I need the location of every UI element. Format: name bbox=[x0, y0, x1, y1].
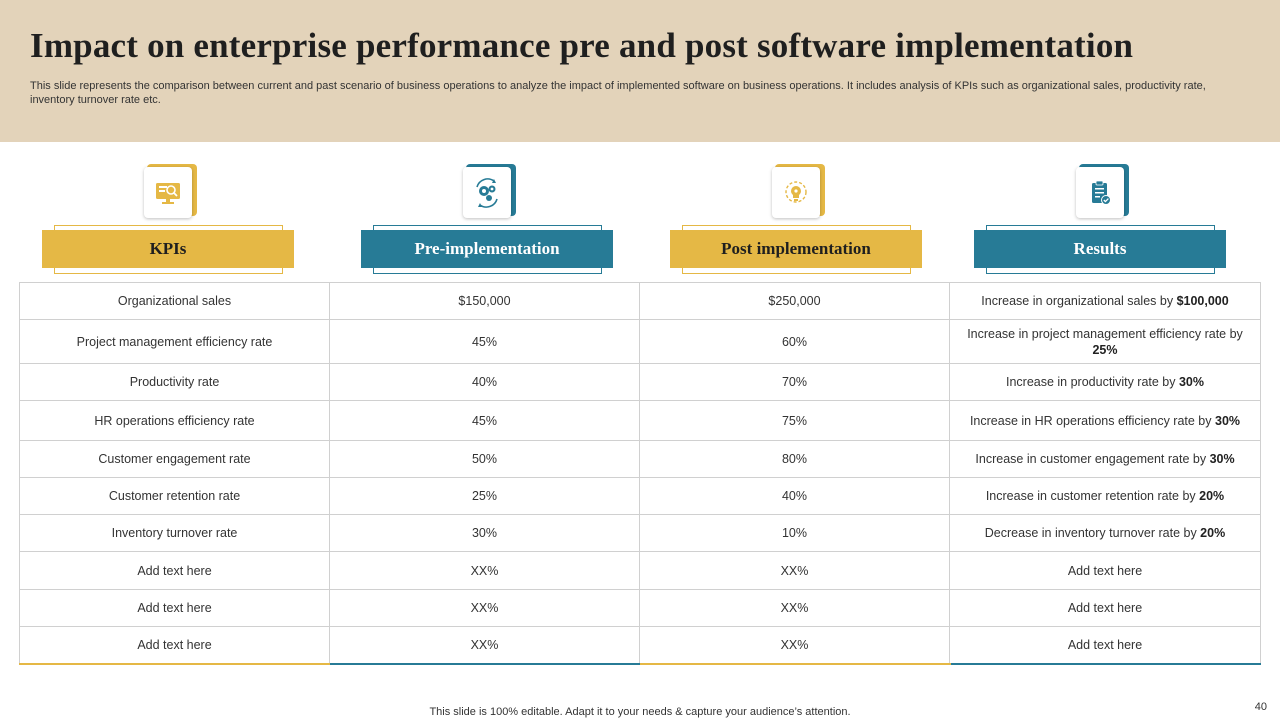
result-cell: Increase in HR operations efficiency rat… bbox=[969, 413, 1241, 428]
pre-cell: 45% bbox=[330, 401, 640, 440]
pre-cell: 40% bbox=[330, 364, 640, 400]
kpi-cell: Customer engagement rate bbox=[20, 441, 330, 477]
head-idea-icon bbox=[772, 164, 825, 218]
table-row: Add text here XX% XX% Add text here bbox=[20, 552, 1260, 590]
gears-refresh-icon bbox=[463, 164, 516, 218]
pre-bottom-accent bbox=[329, 663, 640, 665]
kpi-cell: Add text here bbox=[20, 590, 330, 626]
post-cell: 70% bbox=[640, 364, 950, 400]
table-row: Add text here XX% XX% Add text here bbox=[20, 627, 1260, 663]
result-cell: Increase in project management efficienc… bbox=[967, 326, 1243, 357]
kpi-cell: Add text here bbox=[20, 552, 330, 589]
column-label-results: Results bbox=[974, 230, 1226, 268]
result-cell: Add text here bbox=[1067, 638, 1143, 652]
column-label-pre-implementation: Pre-implementation bbox=[361, 230, 613, 268]
pre-cell: 50% bbox=[330, 441, 640, 477]
kpi-cell: Inventory turnover rate bbox=[20, 515, 330, 551]
table-row: Add text here XX% XX% Add text here bbox=[20, 590, 1260, 627]
kpi-cell: Productivity rate bbox=[20, 364, 330, 400]
post-cell: XX% bbox=[640, 552, 950, 589]
post-cell: $250,000 bbox=[640, 283, 950, 319]
post-cell: 40% bbox=[640, 478, 950, 514]
post-cell: 10% bbox=[640, 515, 950, 551]
pre-cell: XX% bbox=[330, 590, 640, 626]
comparison-table: Organizational sales $150,000 $250,000 I… bbox=[19, 282, 1261, 664]
table-row: Customer engagement rate 50% 80% Increas… bbox=[20, 441, 1260, 478]
column-label-kpis: KPIs bbox=[42, 230, 294, 268]
table-row: Productivity rate 40% 70% Increase in pr… bbox=[20, 364, 1260, 401]
post-cell: XX% bbox=[640, 627, 950, 663]
table-row: HR operations efficiency rate 45% 75% In… bbox=[20, 401, 1260, 441]
column-header-results: Results bbox=[974, 164, 1226, 274]
table-row: Project management efficiency rate 45% 6… bbox=[20, 320, 1260, 364]
results-bottom-accent bbox=[950, 663, 1261, 665]
clipboard-check-icon bbox=[1076, 164, 1129, 218]
pre-cell: XX% bbox=[330, 627, 640, 663]
result-cell: Add text here bbox=[1067, 563, 1143, 578]
slide-header: Impact on enterprise performance pre and… bbox=[0, 0, 1280, 142]
column-header-post-implementation: Post implementation bbox=[670, 164, 922, 274]
slide-title: Impact on enterprise performance pre and… bbox=[30, 26, 1134, 65]
page-number: 40 bbox=[1254, 701, 1267, 713]
pre-cell: 30% bbox=[330, 515, 640, 551]
kpis-bottom-accent bbox=[19, 663, 330, 665]
result-cell: Increase in productivity rate by 30% bbox=[1005, 375, 1205, 389]
post-bottom-accent bbox=[640, 663, 951, 665]
kpi-cell: Project management efficiency rate bbox=[20, 320, 330, 363]
post-cell: XX% bbox=[640, 590, 950, 626]
monitor-search-icon bbox=[144, 164, 197, 218]
table-row: Customer retention rate 25% 40% Increase… bbox=[20, 478, 1260, 515]
post-cell: 60% bbox=[640, 320, 950, 363]
pre-cell: 45% bbox=[330, 320, 640, 363]
table-row: Inventory turnover rate 30% 10% Decrease… bbox=[20, 515, 1260, 552]
result-cell: Increase in customer engagement rate by … bbox=[975, 452, 1235, 466]
column-header-pre-implementation: Pre-implementation bbox=[361, 164, 613, 274]
column-label-post-implementation: Post implementation bbox=[670, 230, 922, 268]
result-cell: Increase in organizational sales by $100… bbox=[981, 294, 1229, 308]
table-row: Organizational sales $150,000 $250,000 I… bbox=[20, 283, 1260, 320]
post-cell: 75% bbox=[640, 401, 950, 440]
post-cell: 80% bbox=[640, 441, 950, 477]
pre-cell: 25% bbox=[330, 478, 640, 514]
result-cell: Increase in customer retention rate by 2… bbox=[985, 489, 1225, 503]
kpi-cell: Organizational sales bbox=[20, 283, 330, 319]
kpi-cell: HR operations efficiency rate bbox=[20, 401, 330, 440]
result-cell: Add text here bbox=[1067, 601, 1143, 615]
slide-subtitle: This slide represents the comparison bet… bbox=[30, 80, 1206, 106]
footer-note: This slide is 100% editable. Adapt it to… bbox=[429, 706, 851, 718]
pre-cell: XX% bbox=[330, 552, 640, 589]
column-header-kpis: KPIs bbox=[42, 164, 294, 274]
pre-cell: $150,000 bbox=[330, 283, 640, 319]
kpi-cell: Add text here bbox=[20, 627, 330, 663]
result-cell: Decrease in inventory turnover rate by 2… bbox=[984, 526, 1226, 540]
kpi-cell: Customer retention rate bbox=[20, 478, 330, 514]
